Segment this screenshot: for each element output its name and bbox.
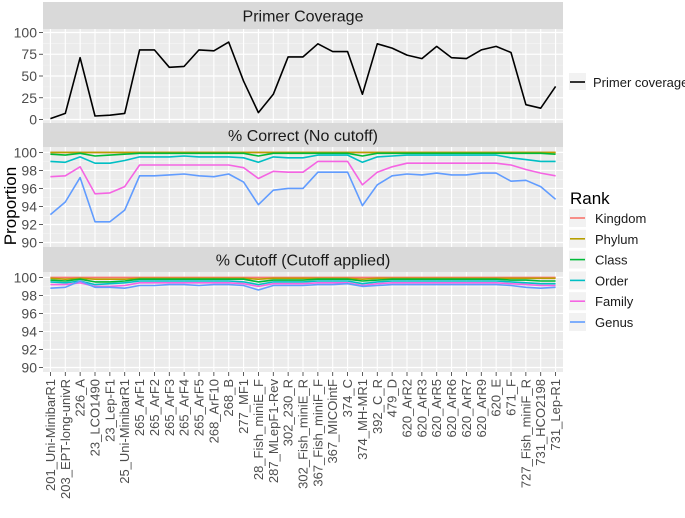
y-tick-label: 94 (21, 198, 37, 214)
x-tick-label: 265_ArF3 (162, 379, 177, 436)
y-tick-label: 0 (29, 112, 37, 128)
facet-strip-title: % Cutoff (Cutoff applied) (216, 253, 391, 270)
y-tick-label: 90 (21, 359, 37, 375)
y-tick-label: 96 (21, 305, 37, 321)
y-tick-label: 50 (21, 68, 37, 84)
x-tick-label: 367_MICOintF (325, 379, 340, 464)
x-tick-label: 265_ArF5 (192, 379, 207, 436)
series-line-class (50, 152, 556, 157)
legend-label: Primer coverage (593, 75, 685, 90)
x-tick-label: 392_C_R (370, 379, 385, 434)
facet-strip-title: Primer Coverage (243, 9, 364, 26)
x-tick-label: 731_Lep-R1 (548, 379, 563, 451)
y-tick-label: 92 (21, 216, 37, 232)
legend-label-family: Family (595, 294, 634, 309)
legend-label-class: Class (595, 253, 628, 268)
series-line-family (50, 160, 556, 195)
x-tick-label: 25_Uni-MinibarR1 (117, 379, 132, 484)
y-tick-label: 92 (21, 341, 37, 357)
series-line-genus (49, 171, 557, 223)
x-tick-label: 479_D (385, 379, 400, 417)
facet-strip (43, 247, 563, 272)
y-tick-label: 90 (21, 234, 37, 250)
facet-panel-2: % Correct (No cutoff) 90 92 94 96 98 100 (14, 123, 563, 250)
series-line-phylum (50, 277, 556, 281)
legend-primer-coverage: Primer coverage (569, 73, 685, 90)
legend-title: Rank (570, 189, 610, 208)
x-tick-label: 28_Fish_miniE_F (251, 379, 266, 480)
legend-label-genus: Genus (595, 315, 634, 330)
legend-label-kingdom: Kingdom (595, 211, 646, 226)
x-tick-label: 671_F (504, 379, 519, 416)
y-tick-label: 100 (14, 24, 38, 40)
x-tick-label: 277_MF1 (236, 379, 251, 434)
x-tick-label: 367_Fish_miniF_F (310, 379, 325, 487)
x-tick-label: 620_E (489, 379, 504, 417)
x-tick-label: 302_230_R (281, 379, 296, 446)
facet-panel-3: % Cutoff (Cutoff applied) 90 92 94 96 98 100 (14, 247, 563, 375)
x-tick-label: 265_ArF1 (132, 379, 147, 436)
x-tick-label: 203_EPT-long-univR (58, 379, 73, 499)
x-tick-label: 620_ArR7 (459, 379, 474, 438)
legend-label-order: Order (595, 273, 629, 288)
y-axis-title: Proportion (1, 167, 20, 245)
series-line-family (50, 281, 556, 288)
series-line-class (50, 278, 556, 283)
x-tick-label: 268_ArF10 (206, 379, 221, 443)
legend-rank: Rank Kingdom Phylum Class Order Family Genus (569, 189, 646, 331)
series-line-order (50, 280, 556, 286)
facet-strip (43, 123, 563, 147)
x-tick-label: 226_A (73, 379, 88, 417)
x-tick-label: 268_B (221, 379, 236, 417)
y-tick-label: 25 (21, 90, 37, 106)
y-tick-label: 100 (14, 144, 38, 160)
y-tick-label: 98 (21, 162, 37, 178)
series-line-order (50, 154, 556, 164)
x-tick-label: 620_ArR5 (429, 379, 444, 438)
x-tick-label: 302_Fish_miniE_R (296, 379, 311, 489)
x-tick-label: 620_ArR9 (474, 379, 489, 438)
y-tick-label: 100 (14, 269, 38, 285)
x-tick-label: 23_Lep-F1 (102, 379, 117, 442)
facet-strip (43, 2, 563, 29)
x-tick-label: 265_ArF2 (147, 379, 162, 436)
facet-strip-title: % Correct (No cutoff) (228, 128, 378, 145)
x-tick-label: 374_MH-MR1 (355, 379, 370, 460)
x-tick-label: 727_Fish_miniF_R (518, 379, 533, 488)
x-tick-label: 201_Uni-MinibarR1 (43, 379, 58, 491)
series-line-genus (50, 280, 556, 291)
x-tick-label: 287_MLepF1-Rev (266, 379, 281, 484)
x-tick-label: 265_ArF4 (177, 379, 192, 436)
x-tick-label: 620_ArR2 (400, 379, 415, 438)
y-tick-label: 94 (21, 323, 37, 339)
x-tick-label: 23_LCO1490 (88, 379, 103, 456)
x-tick-label: 731_HCO2198 (533, 379, 548, 466)
y-tick-label: 75 (21, 46, 37, 62)
legend-label-phylum: Phylum (595, 232, 638, 247)
series-line-primer-coverage (50, 41, 557, 120)
y-tick-label: 96 (21, 180, 37, 196)
x-tick-label: 620_ArR6 (444, 379, 459, 438)
y-tick-label: 98 (21, 287, 37, 303)
x-tick-label: 374_C (340, 379, 355, 417)
facet-panel-1: Primer Coverage 0 25 50 75 100 (14, 2, 563, 128)
x-tick-label: 620_ArR3 (414, 379, 429, 438)
